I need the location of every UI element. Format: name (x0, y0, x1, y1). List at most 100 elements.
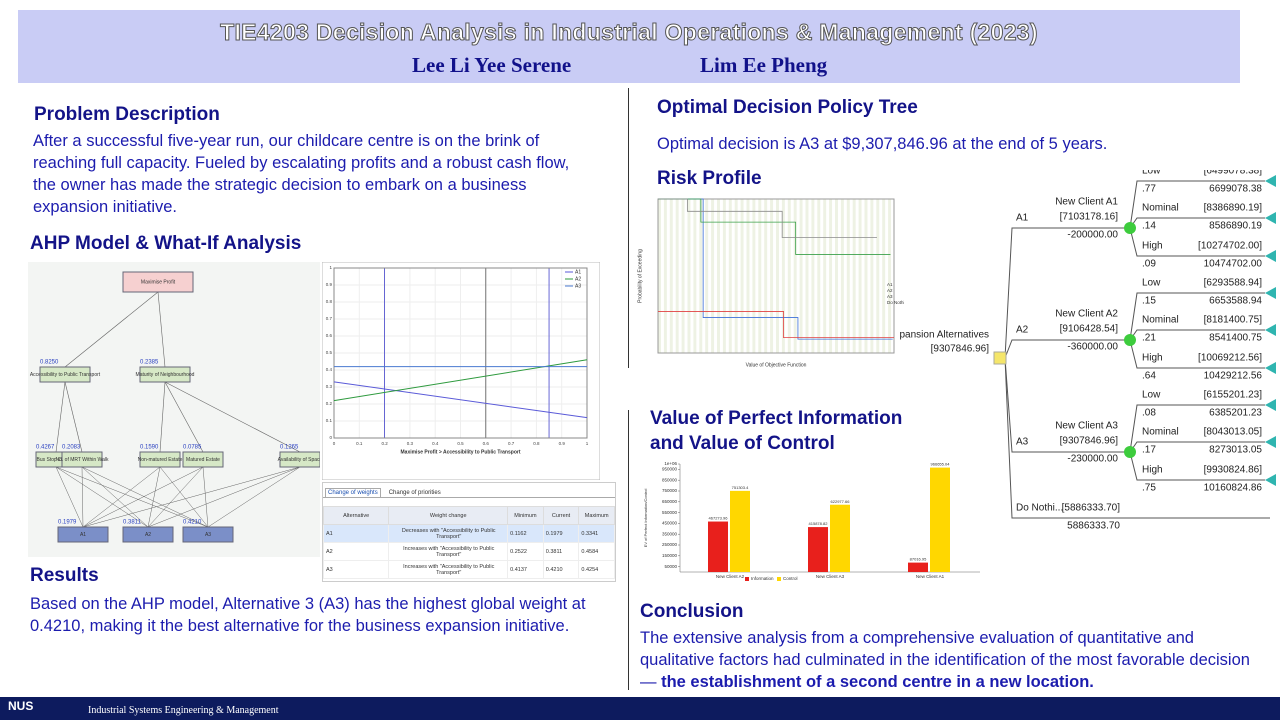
payoff: 6653588.94 (1209, 296, 1262, 307)
y-tick-label: 850000 (662, 477, 678, 482)
band (728, 199, 732, 353)
line (333, 381, 588, 419)
outcome-value: [8181400.75] (1204, 315, 1263, 326)
band (711, 199, 715, 353)
connector (82, 466, 204, 528)
connector (55, 466, 209, 528)
criterion-node (139, 366, 191, 383)
subcriterion-node-label: Availability of Space (278, 457, 320, 463)
band (840, 199, 844, 353)
node-value: [9106428.54] (1060, 324, 1119, 335)
subcriterion-node-weight: 0.0785 (183, 445, 202, 451)
author: Lim Ee Pheng (700, 53, 828, 77)
subcriterion-node-label: Matured Estate (186, 457, 220, 463)
payoff: 5886333.70 (1067, 521, 1120, 532)
connector (159, 466, 209, 528)
paragraph: After a successful five-year run, our ch… (33, 132, 570, 216)
terminal-node (1265, 474, 1276, 486)
node-label: Expansion Alternatives (900, 330, 989, 341)
alternative-node-weight: 0.1979 (58, 520, 77, 526)
legend-label: Control (783, 576, 798, 581)
divider (628, 88, 629, 368)
criterion-node-label: Accessibility to Public Transport (30, 372, 101, 378)
terminal-node (1265, 324, 1276, 336)
band (817, 199, 821, 353)
branch (1129, 180, 1265, 229)
x-tick-label: 0 (333, 441, 336, 446)
alternative-node (182, 526, 234, 543)
legend-swatch (745, 577, 749, 581)
bar (808, 527, 828, 572)
probability: .17 (1142, 445, 1156, 456)
legend-label: A3 (575, 283, 581, 289)
table-cell: A2 (322, 542, 390, 561)
payoff: 6699078.38 (1209, 184, 1262, 195)
step-line (658, 198, 877, 238)
subcriterion-node-weight: 0.1265 (280, 445, 299, 451)
table-cell: Increases with "Accessibility to Public … (388, 542, 509, 561)
y-tick-label: 0.3 (326, 384, 333, 389)
branch-label: A2 (1016, 325, 1029, 336)
outcome-label: High (1142, 241, 1163, 252)
table-cell: Decreases with "Accessibility to Public … (388, 524, 509, 543)
table-cell: Increases with "Accessibility to Public … (388, 560, 509, 579)
alternative-node (122, 526, 174, 543)
terminal-node (1265, 212, 1276, 224)
y-tick-label: 0 (329, 435, 332, 440)
bar (730, 490, 750, 572)
band (764, 199, 768, 353)
data-label: 467273.96 (709, 516, 729, 521)
band (722, 199, 726, 353)
subcriterion-node-weight: 0.2083 (62, 445, 81, 451)
band (781, 199, 785, 353)
band (693, 199, 697, 353)
bar (708, 521, 728, 572)
bar (908, 562, 928, 572)
band (858, 199, 862, 353)
band (658, 199, 661, 353)
band (852, 199, 856, 353)
subcriterion-node-weight: 0.1590 (140, 445, 159, 451)
band (793, 199, 797, 353)
probability: .08 (1142, 408, 1156, 419)
terminal-node (1265, 250, 1276, 262)
plot-frame (333, 267, 588, 439)
x-tick-label: 0.3 (407, 441, 414, 446)
band (799, 199, 803, 353)
bar (930, 467, 950, 572)
table: Alternative Weight change Minimum Current Ma… (322, 506, 615, 579)
sensitivity-plot: 0 0.1 0.2 0.3 0.4 0.5 0.6 0.7 0.8 0.9 1 0 0.1 0.2 0.3 0… (322, 262, 600, 480)
criterion-node-label: Maturity of Neighbourhood (136, 372, 195, 378)
data-label: 415878.82 (809, 521, 829, 526)
conclusion-emphasis: the establishment of a second centre in … (661, 673, 1094, 691)
footer (0, 697, 1280, 720)
table-cell: 0.1979 (542, 524, 580, 543)
outcome-value: [8043013.05] (1204, 427, 1263, 438)
terminal-node (1265, 175, 1276, 187)
header-row: Alternative Weight change Minimum Current Ma… (322, 506, 615, 525)
sensitivity-table: Change of weights Change of priorities Alt… (322, 482, 616, 582)
band (811, 199, 815, 353)
band (758, 199, 762, 353)
node-value: [9307846.96] (931, 344, 990, 355)
outcome-label: Nominal (1142, 427, 1179, 438)
branch-cost: -360000.00 (1067, 342, 1118, 353)
branch-cost: -230000.00 (1067, 454, 1118, 465)
subcriterion-node (139, 451, 181, 468)
alternative-node-label: A3 (205, 532, 211, 538)
probability: .77 (1142, 184, 1156, 195)
outcome-value: [10069212.56] (1198, 353, 1262, 364)
band (846, 199, 850, 353)
y-tick-label: 450000 (662, 521, 678, 526)
probability: .64 (1142, 371, 1156, 382)
probability: .15 (1142, 296, 1156, 307)
terminal-node (1265, 399, 1276, 411)
ahp-hierarchy: Maximise Profit Accessibility to Public T… (28, 262, 320, 557)
table-cell: A1 (322, 524, 390, 543)
decision-tree: Expansion Alternatives [9307846.96] A1 New … (900, 170, 1276, 532)
y-tick-label: 1 (329, 265, 332, 270)
y-tick-label: 0.9 (326, 282, 333, 287)
payoff: 6385201.23 (1209, 408, 1262, 419)
criterion-node-weight: 0.8250 (40, 360, 59, 366)
